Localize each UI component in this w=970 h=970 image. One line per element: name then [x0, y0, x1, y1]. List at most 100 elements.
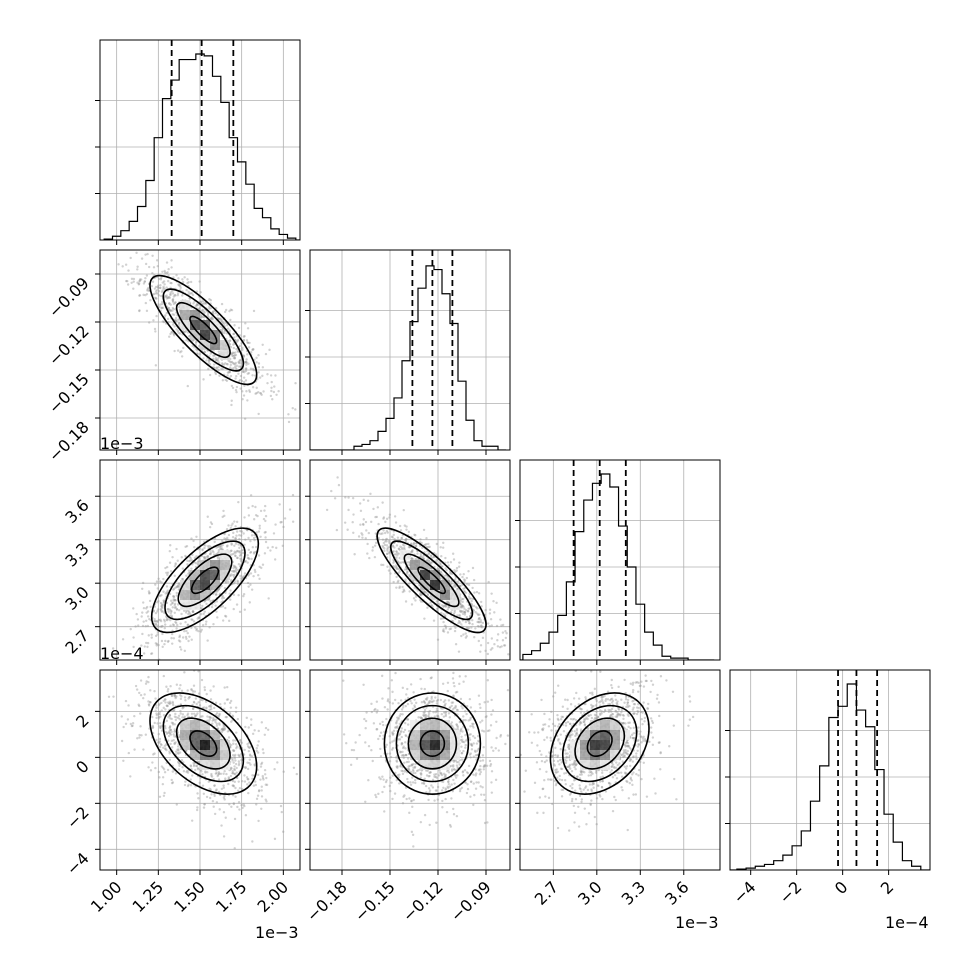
scatter-point	[155, 713, 159, 717]
scatter-point	[462, 718, 465, 722]
scatter-point	[256, 794, 260, 797]
scatter-point	[173, 694, 176, 698]
scatter-point	[260, 721, 264, 724]
scatter-point	[78, 217, 80, 219]
scatter-point	[162, 768, 166, 771]
scatter-point	[146, 624, 150, 628]
scatter-point	[463, 579, 467, 582]
scatter-point	[220, 539, 224, 543]
scatter-point	[388, 551, 392, 554]
scatter-point	[422, 557, 426, 560]
scatter-point	[288, 508, 292, 511]
scatter-point	[468, 607, 471, 610]
scatter-point	[358, 733, 361, 737]
scatter-point	[183, 276, 186, 279]
scatter-point	[257, 530, 261, 533]
scatter-point	[239, 557, 242, 560]
scatter-point	[171, 306, 175, 310]
scatter-point	[239, 534, 243, 537]
scatter-point	[173, 611, 176, 614]
scatter-point	[476, 749, 479, 752]
scatter-point	[419, 555, 422, 559]
scatter-point	[460, 623, 463, 626]
scatter-point	[217, 715, 221, 718]
density-cell	[210, 760, 220, 770]
scatter-point	[139, 278, 143, 281]
scatter-point	[406, 723, 410, 726]
scatter-point	[153, 617, 156, 621]
scatter-point	[237, 801, 241, 804]
scatter-point	[146, 665, 148, 667]
scatter-point	[233, 354, 236, 357]
scatter-point	[351, 496, 355, 500]
scatter-point	[243, 804, 246, 808]
scatter-point	[197, 559, 200, 563]
scatter-point	[223, 707, 226, 710]
scatter-point	[187, 697, 190, 700]
scatter-point	[410, 557, 413, 561]
scatter-point	[163, 724, 167, 728]
scatter-point	[203, 350, 206, 354]
scatter-point	[171, 297, 175, 301]
scatter-point	[233, 324, 236, 327]
scatter-point	[242, 370, 245, 373]
scatter-point	[202, 706, 206, 709]
scatter-point	[185, 629, 188, 633]
scatter-point	[407, 767, 410, 770]
scatter-point	[405, 693, 408, 696]
scatter-point	[402, 588, 406, 591]
scatter-point	[142, 293, 145, 297]
scatter-point	[214, 701, 218, 705]
scatter-point	[244, 367, 248, 370]
scatter-point	[456, 587, 459, 590]
histogram-step	[310, 265, 506, 450]
scatter-point	[183, 715, 187, 718]
scatter-point	[477, 639, 480, 643]
scatter-point	[216, 557, 220, 560]
scatter-point	[138, 309, 141, 312]
scatter-point	[249, 539, 252, 543]
scatter-point	[200, 315, 203, 318]
density-cell	[210, 730, 220, 740]
scatter-point	[233, 582, 236, 585]
scatter-point	[238, 739, 242, 742]
scatter-point	[208, 787, 211, 790]
scatter-point	[209, 788, 212, 791]
scatter-point	[387, 541, 391, 544]
scatter-point	[457, 619, 461, 623]
scatter-point	[264, 514, 268, 518]
scatter-point	[496, 639, 499, 642]
scatter-point	[453, 768, 456, 771]
scatter-point	[169, 624, 172, 627]
scatter-point	[446, 608, 449, 611]
scatter-point	[155, 292, 158, 295]
scatter-point	[173, 598, 176, 602]
scatter-point	[254, 392, 257, 395]
scatter-point	[259, 765, 263, 768]
scatter-point	[395, 567, 398, 571]
scatter-point	[481, 636, 485, 640]
scatter-point	[126, 247, 128, 249]
scatter-point	[217, 722, 221, 725]
scatter-point	[420, 716, 423, 720]
scatter-point	[242, 594, 245, 598]
scatter-point	[419, 776, 423, 779]
scatter-point	[144, 301, 148, 305]
scatter-point	[456, 709, 459, 712]
hist-panel-1	[305, 249, 511, 451]
scatter-point	[246, 742, 249, 746]
density-cell	[190, 720, 200, 730]
scatter-point	[238, 344, 242, 348]
scatter-point	[264, 530, 267, 534]
scatter-point	[388, 735, 391, 738]
scatter-point	[156, 610, 159, 613]
scatter-point	[231, 757, 234, 761]
scatter-point	[190, 688, 193, 691]
scatter-point	[444, 702, 447, 705]
scatter-point	[385, 544, 389, 547]
scatter-point	[229, 589, 232, 592]
scatter-point	[460, 634, 463, 638]
scatter-point	[400, 754, 404, 757]
scatter-point	[159, 276, 163, 280]
scatter-point	[181, 278, 184, 281]
